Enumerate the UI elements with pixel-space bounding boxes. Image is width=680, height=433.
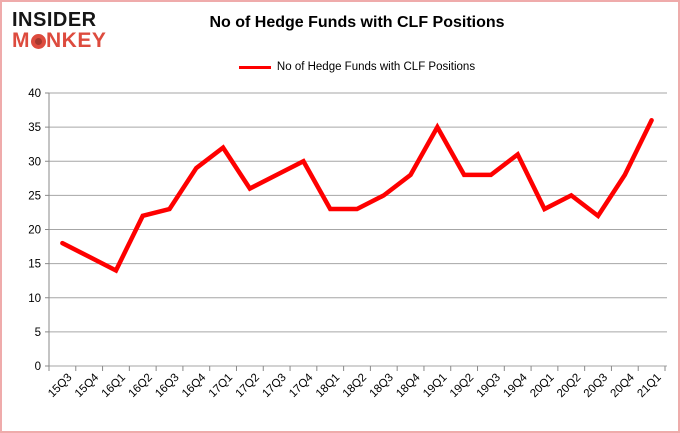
y-axis-tick-label: 20 xyxy=(28,225,41,237)
x-axis-tick-label: 16Q4 xyxy=(180,371,209,400)
x-axis-tick-label: 15Q3 xyxy=(46,372,74,400)
chart-legend: No of Hedge Funds with CLF Positions xyxy=(49,59,665,75)
gridlines-group xyxy=(49,92,667,367)
axis-labels-group: 0 5 10 15 20 25 30 35 40 15Q315Q416Q116Q216Q316Q4… xyxy=(28,88,664,400)
logo-monkey-nkey: NKEY xyxy=(46,29,107,52)
x-axis-tick-label: 20Q3 xyxy=(582,372,610,400)
y-axis-tick-label: 15 xyxy=(28,259,41,271)
x-axis-tick-label: 18Q4 xyxy=(394,371,423,400)
x-axis-tick-label: 18Q1 xyxy=(314,372,342,400)
x-axis-tick-label: 16Q1 xyxy=(100,372,128,400)
insider-monkey-logo: INSIDER M NKEY xyxy=(12,9,107,52)
monkey-face-icon xyxy=(30,34,46,50)
chart-title: No of Hedge Funds with CLF Positions xyxy=(209,14,505,31)
x-axis-tick-label: 16Q2 xyxy=(126,372,154,400)
logo-text-monkey: M NKEY xyxy=(12,29,107,52)
y-axis-tick-label: 10 xyxy=(28,293,41,305)
x-axis-tick-label: 15Q4 xyxy=(73,371,102,400)
x-axis-tick-label: 20Q1 xyxy=(528,372,556,400)
x-axis-tick-label: 19Q3 xyxy=(475,372,503,400)
y-axis-tick-label: 5 xyxy=(35,327,41,339)
y-axis-tick-label: 40 xyxy=(28,88,41,100)
x-axis-tick-label: 21Q1 xyxy=(635,372,663,400)
legend-label: No of Hedge Funds with CLF Positions xyxy=(276,61,476,73)
y-axis-tick-label: 0 xyxy=(35,361,41,373)
x-axis-tick-label: 20Q2 xyxy=(555,372,583,400)
legend-line-swatch xyxy=(238,65,271,69)
x-axis-tick-label: 20Q4 xyxy=(609,371,638,400)
axes-group xyxy=(45,92,666,371)
logo-monkey-m: M xyxy=(12,29,30,52)
x-axis-tick-label: 19Q1 xyxy=(421,372,449,400)
x-axis-tick-label: 17Q3 xyxy=(260,372,288,400)
x-axis-tick-label: 16Q3 xyxy=(153,372,181,400)
series-line xyxy=(60,118,654,274)
x-axis-tick-label: 17Q1 xyxy=(207,372,235,400)
y-axis-tick-label: 35 xyxy=(28,122,41,134)
x-axis-tick-label: 17Q2 xyxy=(234,372,262,400)
y-axis-tick-label: 25 xyxy=(28,190,41,202)
logo-text-insider: INSIDER xyxy=(12,9,97,31)
x-axis-tick-label: 18Q3 xyxy=(368,372,396,400)
x-axis-tick-label: 17Q4 xyxy=(287,371,316,400)
x-axis-tick-label: 19Q4 xyxy=(501,371,530,400)
x-axis-tick-label: 19Q2 xyxy=(448,372,476,400)
y-axis-tick-label: 30 xyxy=(28,156,41,168)
x-axis-tick-label: 18Q2 xyxy=(341,372,369,400)
